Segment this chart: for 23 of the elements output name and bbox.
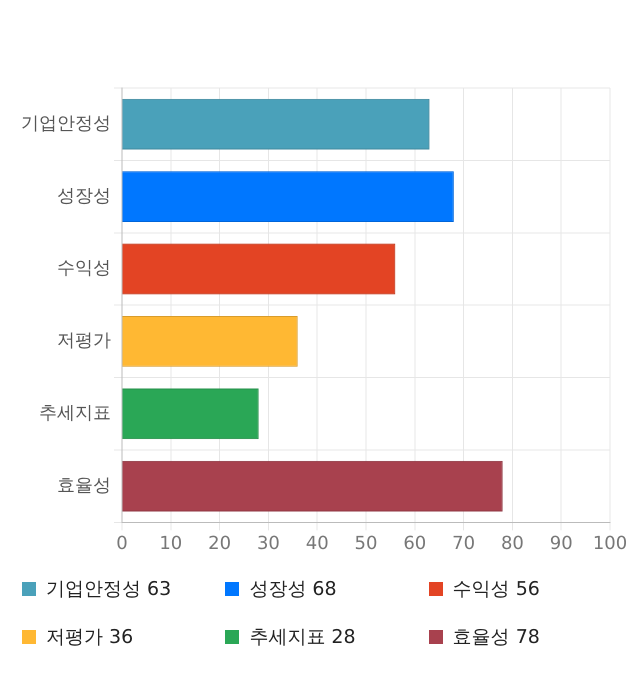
x-tick-label: 20 xyxy=(208,532,232,554)
legend-label: 효율성 78 xyxy=(452,625,540,650)
y-tick-label: 수익성 xyxy=(57,258,111,279)
x-tick-label: 30 xyxy=(256,532,280,554)
y-tick-label: 효율성 xyxy=(57,474,111,496)
x-tick-label: 40 xyxy=(306,532,329,554)
x-tick-label: 70 xyxy=(452,532,476,554)
x-tick-label: 50 xyxy=(354,532,378,554)
y-tick-label: 추세지표 xyxy=(39,402,111,424)
x-tick-label: 10 xyxy=(159,532,182,554)
legend-label: 수익성 56 xyxy=(452,577,540,602)
y-tick-label: 기업안정성 xyxy=(21,112,111,134)
legend-label: 기업안정성 63 xyxy=(46,577,172,602)
y-tick-label: 저평가 xyxy=(57,330,111,352)
legend-label: 성장성 68 xyxy=(249,577,337,602)
legend-label: 저평가 36 xyxy=(46,625,134,650)
x-tick-label: 0 xyxy=(116,532,128,554)
x-tick-label: 60 xyxy=(403,532,426,554)
x-tick-label: 100 xyxy=(592,532,628,554)
x-tick-label: 90 xyxy=(550,532,573,554)
x-tick-label: 80 xyxy=(500,532,524,554)
legend-label: 추세지표 28 xyxy=(249,625,356,650)
y-tick-label: 성장성 xyxy=(57,185,111,206)
